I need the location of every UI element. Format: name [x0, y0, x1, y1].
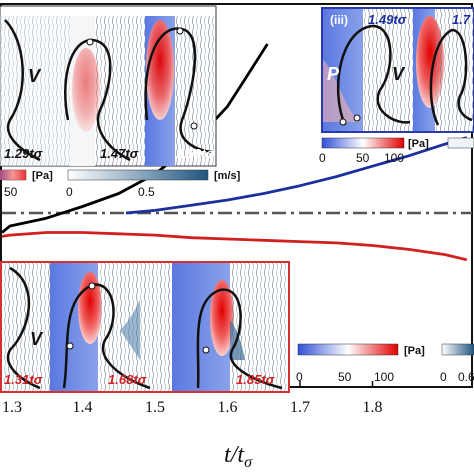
- inset-bottom-time-1: 1.31tσ: [4, 372, 44, 387]
- inset-top-right-field-label-v: V: [392, 64, 406, 84]
- colorbar-top-right-tick-1: 0: [319, 151, 326, 165]
- colorbar-top-left: [Pa] [m/s] 50 0 0.5: [0, 169, 241, 199]
- x-tick-label-5: 1.7: [290, 399, 310, 416]
- inset-top-right-field-label-p: P: [327, 64, 340, 84]
- colorbar-top-right-tick-2: 50: [356, 151, 370, 165]
- colorbar-top-left-pressure-unit: [Pa]: [32, 170, 53, 182]
- x-tick-label-1: 1.3: [2, 399, 22, 416]
- series-line-2: [125, 136, 468, 215]
- inset-top-left-time-2: 1.47tσ: [100, 146, 140, 161]
- colorbar-top-left-velocity-tick-2: 0.5: [138, 185, 155, 199]
- series-line-3: [1, 231, 468, 262]
- inset-top-right-time-1: 1.49tσ: [368, 12, 408, 27]
- inset-bottom-time-3: 1.85tσ: [236, 372, 276, 387]
- inset-top-right-time-2: 1.7: [452, 12, 471, 27]
- inset-top-right-tag: (iii): [330, 13, 348, 27]
- colorbar-bottom-velocity-tick-2: 0.6: [458, 370, 474, 384]
- x-tick-label-2: 1.4: [73, 399, 93, 416]
- colorbar-bottom-pressure-unit: [Pa]: [404, 345, 425, 357]
- x-tick-label-3: 1.5: [145, 399, 165, 416]
- inset-top-left-time-1: 1.29tσ: [4, 146, 44, 161]
- x-axis-label: t/tσ: [224, 442, 253, 471]
- inset-bottom-time-2: 1.68tσ: [108, 372, 148, 387]
- inset-bottom: V 1.31tσ 1.68tσ 1.85tσ: [0, 261, 290, 393]
- x-tick-label-6: 1.8: [363, 399, 383, 416]
- x-tick-label-4: 1.6: [218, 399, 238, 416]
- colorbar-top-right: [Pa] 0 50 100: [319, 137, 474, 165]
- inset-top-right: (iii) 1.49tσ 1.7 P V: [321, 7, 474, 133]
- colorbar-top-left-pressure-tick: 50: [4, 185, 18, 199]
- series-line-1: [1, 43, 269, 234]
- colorbar-bottom: [Pa] 0 50 100 0 0.6: [296, 343, 474, 384]
- colorbar-bottom-pressure-tick-3: 100: [374, 370, 394, 384]
- colorbar-bottom-velocity-tick-1: 0: [440, 370, 447, 384]
- colorbar-bottom-pressure-tick-1: 0: [296, 370, 303, 384]
- inset-bottom-field-label: V: [30, 329, 44, 349]
- inset-top-left-time-3: 1.59tσ: [176, 146, 216, 161]
- inset-top-left: V 1.29tσ 1.47tσ 1.59tσ: [0, 5, 217, 167]
- colorbar-top-right-unit: [Pa]: [408, 138, 429, 150]
- colorbar-top-right-tick-3: 100: [384, 151, 404, 165]
- inset-top-left-field-label: V: [28, 66, 42, 86]
- colorbar-top-left-velocity-unit: [m/s]: [214, 170, 241, 182]
- colorbar-bottom-pressure-tick-2: 50: [338, 370, 352, 384]
- colorbar-top-left-velocity-tick-1: 0: [66, 185, 73, 199]
- series-layer: [1, 43, 468, 262]
